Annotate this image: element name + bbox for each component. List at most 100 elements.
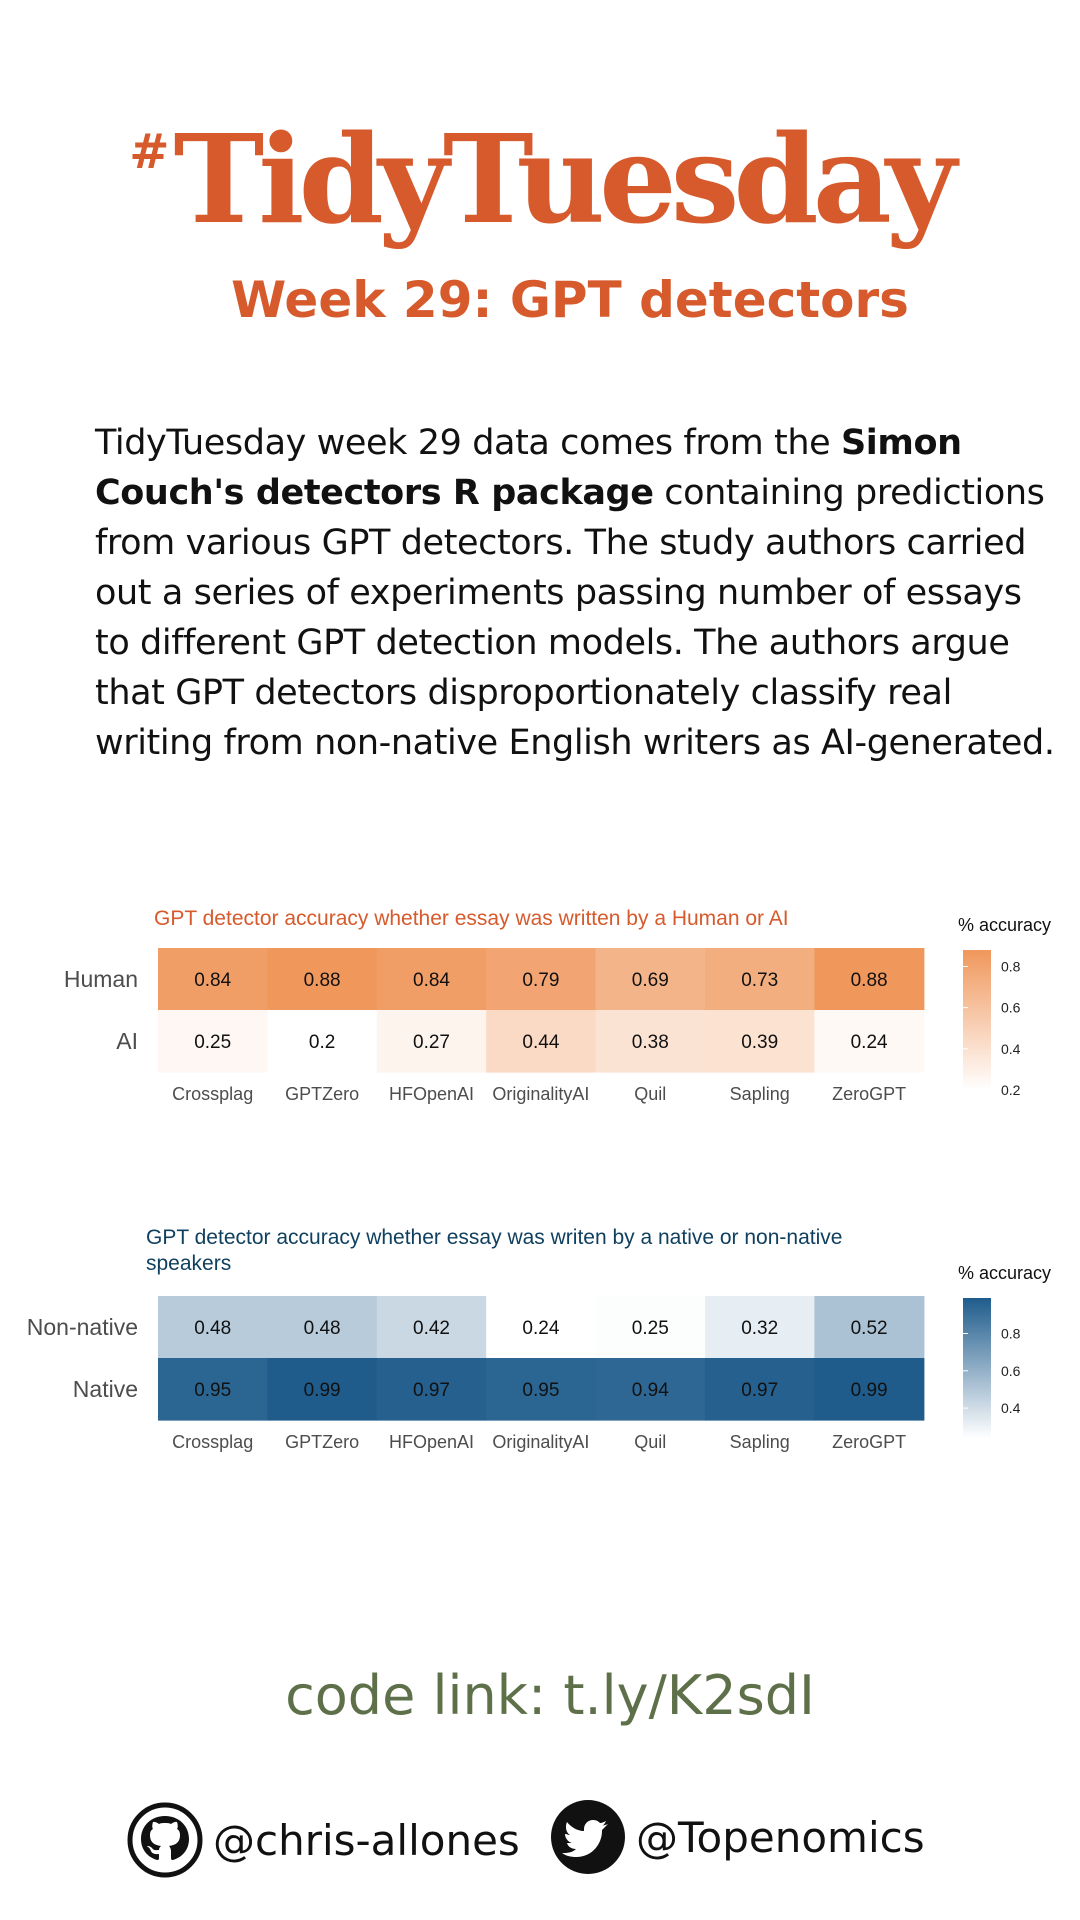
chart2-cell: [267, 1358, 378, 1421]
chart1-legend-bar: [963, 950, 991, 1090]
chart1-cell: [595, 1010, 706, 1073]
chart2-cell: [376, 1358, 487, 1421]
title-text: TidyTuesday: [173, 107, 957, 251]
chart2-cell: [376, 1296, 487, 1359]
chart2-cell-label: 0.97: [741, 1380, 778, 1401]
github-link[interactable]: @chris-allones: [127, 1800, 520, 1880]
chart1-cell: [814, 1010, 925, 1073]
chart1-col-label: Quil: [634, 1084, 666, 1104]
chart2-cell-label: 0.42: [413, 1318, 450, 1339]
chart1-cell: [158, 948, 268, 1011]
intro-paragraph: TidyTuesday week 29 data comes from the …: [95, 418, 1055, 768]
chart1-cell: [486, 948, 597, 1011]
chart2-cell: [814, 1358, 925, 1421]
chart2-cell-label: 0.95: [194, 1380, 231, 1401]
github-handle: @chris-allones: [213, 1815, 520, 1865]
chart2-cell-label: 0.48: [304, 1318, 341, 1339]
chart1-legend-tick-label: 0.2: [1001, 1082, 1021, 1098]
chart2-cell: [486, 1296, 597, 1359]
chart2-cell-label: 0.99: [304, 1380, 341, 1401]
chart1-cell-label: 0.79: [522, 970, 559, 991]
chart1-col-label: GPTZero: [285, 1084, 359, 1104]
chart1-cell: [158, 1010, 268, 1073]
chart1-cell-label: 0.88: [851, 970, 888, 991]
chart2-title: GPT detector accuracy whether essay was …: [146, 1226, 843, 1275]
chart2-cell: [595, 1296, 706, 1359]
chart1-col-label: ZeroGPT: [832, 1084, 906, 1104]
chart1-cell-label: 0.2: [309, 1032, 335, 1053]
chart1-cell-label: 0.88: [304, 970, 341, 991]
chart2-cell-label: 0.95: [522, 1380, 559, 1401]
page-subtitle: Week 29: GPT detectors: [231, 271, 909, 329]
chart1-col-label: Crossplag: [172, 1084, 253, 1104]
page-title: #TidyTuesday: [0, 118, 1080, 240]
chart2-cell-label: 0.25: [632, 1318, 669, 1339]
chart2-col-label: HFOpenAI: [389, 1432, 474, 1452]
chart2-col-label: GPTZero: [285, 1432, 359, 1452]
chart2-row-label: Non-native: [27, 1314, 138, 1340]
chart2-col-label: Quil: [634, 1432, 666, 1452]
chart2-row-label: Native: [73, 1376, 138, 1402]
chart1-cell: [267, 1010, 378, 1073]
code-link[interactable]: code link: t.ly/K2sdI: [285, 1664, 815, 1727]
chart2-legend-tick-label: 0.8: [1001, 1326, 1021, 1342]
title-hash: #: [129, 124, 170, 180]
chart1-row-label: Human: [64, 966, 138, 992]
chart1-cell-label: 0.24: [851, 1032, 888, 1053]
chart2-cell-label: 0.24: [522, 1318, 559, 1339]
twitter-icon: [551, 1800, 625, 1874]
chart1-heatmap: 0.84 0.88 0.84 0.79 0.69 0.73 0.88 0.25 0.2 0.27 0…: [64, 948, 1021, 1104]
chart1-title: GPT detector accuracy whether essay was …: [154, 907, 789, 930]
chart2-cell-label: 0.94: [632, 1380, 669, 1401]
chart2-cell: [705, 1296, 815, 1359]
chart2-cell: [486, 1358, 597, 1421]
chart1-cell: [376, 948, 487, 1011]
chart1-legend-tick-label: 0.8: [1001, 959, 1021, 975]
chart1-cell-label: 0.84: [194, 970, 231, 991]
chart2-cell: [814, 1296, 925, 1359]
intro-text-2: containing predictions from various GPT …: [95, 473, 1055, 763]
chart2-col-label: Sapling: [730, 1432, 790, 1452]
github-icon: [127, 1802, 203, 1878]
chart1-cell-label: 0.69: [632, 970, 669, 991]
chart1-cell: [486, 1010, 597, 1073]
chart2-col-label: OriginalityAI: [492, 1432, 589, 1452]
chart2-cell-label: 0.32: [741, 1318, 778, 1339]
twitter-handle: @Topenomics: [636, 1812, 925, 1862]
chart1-cell-label: 0.73: [741, 970, 778, 991]
chart2-cell: [158, 1296, 268, 1359]
chart2-cell: [267, 1296, 378, 1359]
chart2-col-label: ZeroGPT: [832, 1432, 906, 1452]
chart1-legend-tick-label: 0.6: [1001, 1000, 1021, 1016]
chart1-legend-title: % accuracy: [958, 915, 1052, 935]
chart2-legend-bar: [963, 1298, 991, 1438]
page-header: #TidyTuesday: [0, 118, 1080, 240]
chart1-cell-label: 0.27: [413, 1032, 450, 1053]
intro-bold-source: Simon Couch's detectors R package: [95, 423, 962, 513]
chart1-cell-label: 0.44: [522, 1032, 559, 1053]
chart2-cell: [595, 1358, 706, 1421]
chart1-col-label: OriginalityAI: [492, 1084, 589, 1104]
chart2-legend-title: % accuracy: [958, 1263, 1052, 1283]
chart1-cell-label: 0.25: [194, 1032, 231, 1053]
intro-text-1: TidyTuesday week 29 data comes from the: [95, 423, 841, 463]
chart2-cell-label: 0.99: [851, 1380, 888, 1401]
chart1-cell-label: 0.38: [632, 1032, 669, 1053]
chart2-cell: [158, 1358, 268, 1421]
chart2-cell-label: 0.52: [851, 1318, 888, 1339]
chart2-cell-label: 0.48: [194, 1318, 231, 1339]
chart1-cell: [595, 948, 706, 1011]
chart1-col-label: Sapling: [730, 1084, 790, 1104]
twitter-link[interactable]: @Topenomics: [550, 1797, 925, 1877]
chart1-cell: [814, 948, 925, 1011]
chart2-legend-tick-label: 0.6: [1001, 1363, 1021, 1379]
chart2-col-label: Crossplag: [172, 1432, 253, 1452]
chart2-cell: [705, 1358, 815, 1421]
chart1-cell: [267, 948, 378, 1011]
chart2-legend-tick-label: 0.4: [1001, 1400, 1021, 1416]
chart2-cell-label: 0.97: [413, 1380, 450, 1401]
chart2-heatmap: 0.48 0.48 0.42 0.24 0.25 0.32 0.52 0.95 0.99 0.97…: [27, 1296, 1021, 1452]
chart1-cell: [705, 948, 815, 1011]
chart1-cell-label: 0.84: [413, 970, 450, 991]
chart1-row-label: AI: [116, 1028, 138, 1054]
